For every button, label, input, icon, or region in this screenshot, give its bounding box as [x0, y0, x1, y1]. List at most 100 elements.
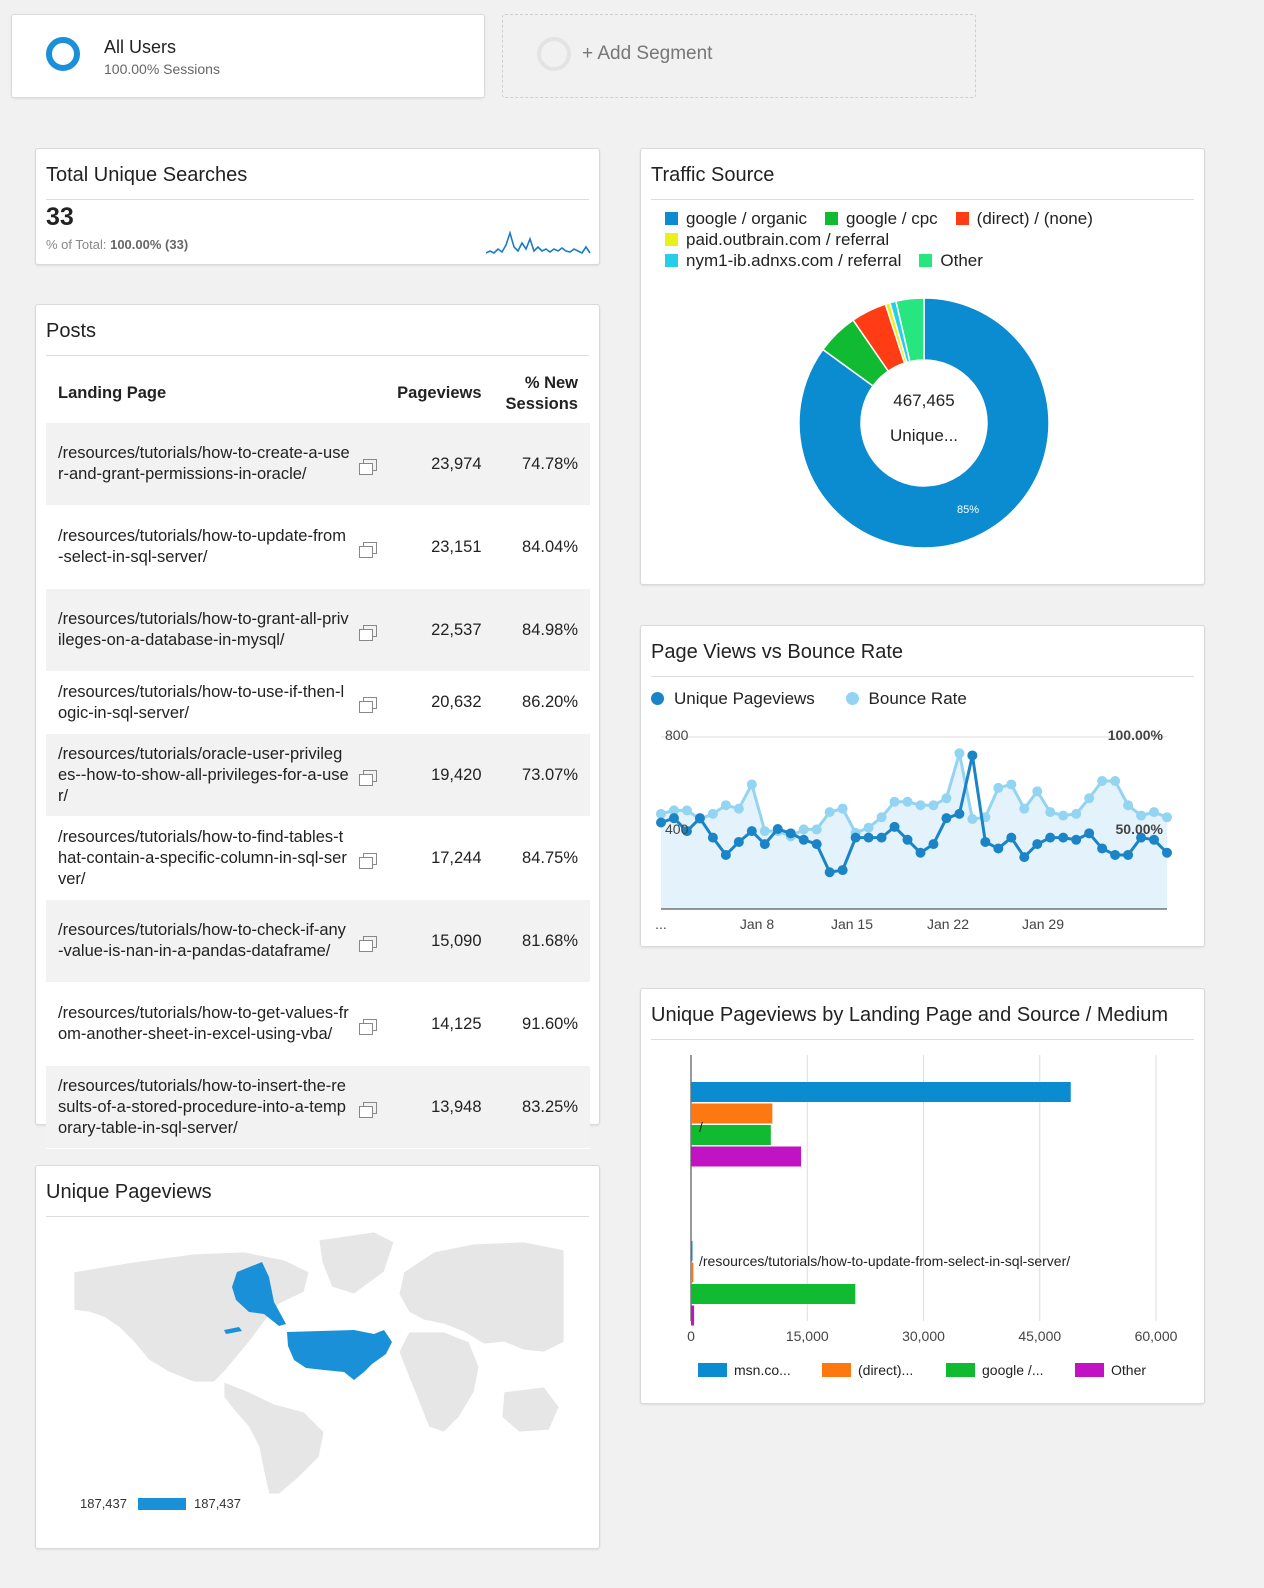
landing-page-link[interactable]: /resources/tutorials/how-to-get-values-f… [46, 982, 364, 1066]
landing-page-link[interactable]: /resources/tutorials/how-to-grant-all-pr… [46, 588, 364, 672]
table-row[interactable]: /resources/tutorials/how-to-find-tables-… [46, 816, 590, 900]
data-point[interactable] [707, 832, 718, 843]
data-point[interactable] [902, 796, 913, 807]
data-point[interactable] [759, 839, 770, 850]
data-point[interactable] [811, 839, 822, 850]
external-link-icon[interactable] [359, 1065, 386, 1149]
data-point[interactable] [1149, 834, 1160, 845]
data-point[interactable] [746, 826, 757, 837]
data-point[interactable] [1019, 852, 1030, 863]
data-point[interactable] [694, 813, 705, 824]
bar[interactable] [691, 1262, 694, 1283]
data-point[interactable] [1162, 847, 1172, 858]
table-row[interactable]: /resources/tutorials/how-to-use-if-then-… [46, 671, 590, 734]
landing-page-link[interactable]: /resources/tutorials/oracle-user-privile… [46, 733, 364, 817]
data-point[interactable] [1045, 832, 1056, 843]
table-row[interactable]: /resources/tutorials/how-to-get-values-f… [46, 982, 590, 1066]
legend-item[interactable]: nym1-ib.adnxs.com / referral [665, 251, 901, 270]
data-point[interactable] [980, 836, 991, 847]
legend-item[interactable]: google / cpc [824, 209, 938, 228]
data-point[interactable] [967, 814, 978, 825]
landing-page-link[interactable]: /resources/tutorials/how-to-insert-the-r… [46, 1065, 364, 1149]
table-row[interactable]: /resources/tutorials/how-to-create-a-use… [46, 422, 590, 506]
external-link-icon[interactable] [359, 671, 386, 734]
data-point[interactable] [1071, 834, 1082, 845]
data-point[interactable] [954, 748, 965, 759]
data-point[interactable] [850, 832, 861, 843]
data-point[interactable] [746, 779, 757, 790]
data-point[interactable] [889, 796, 900, 807]
data-point[interactable] [1032, 786, 1043, 797]
table-row[interactable]: /resources/tutorials/oracle-user-privile… [46, 733, 590, 817]
bar[interactable] [691, 1305, 695, 1326]
data-point[interactable] [707, 808, 718, 819]
legend-unique-pageviews[interactable]: Unique Pageviews [651, 689, 815, 708]
landing-page-link[interactable]: /resources/tutorials/how-to-create-a-use… [46, 422, 364, 506]
external-link-icon[interactable] [359, 422, 386, 506]
bar[interactable] [691, 1125, 771, 1145]
data-point[interactable] [656, 817, 666, 828]
data-point[interactable] [1084, 828, 1095, 839]
data-point[interactable] [1019, 803, 1030, 814]
data-point[interactable] [837, 803, 848, 814]
data-point[interactable] [941, 813, 952, 824]
data-point[interactable] [1058, 810, 1069, 821]
data-point[interactable] [824, 807, 835, 818]
data-point[interactable] [1136, 810, 1147, 821]
data-point[interactable] [798, 824, 809, 835]
table-row[interactable]: /resources/tutorials/how-to-update-from-… [46, 505, 590, 589]
data-point[interactable] [1110, 775, 1121, 786]
data-point[interactable] [1162, 812, 1172, 823]
legend-item[interactable]: (direct) / (none) [955, 209, 1093, 228]
data-point[interactable] [1006, 832, 1017, 843]
legend-label[interactable]: msn.co... [734, 1362, 791, 1378]
table-row[interactable]: /resources/tutorials/how-to-grant-all-pr… [46, 588, 590, 672]
data-point[interactable] [1058, 832, 1069, 843]
data-point[interactable] [1123, 800, 1134, 811]
data-point[interactable] [993, 782, 1004, 793]
data-point[interactable] [1006, 779, 1017, 790]
data-point[interactable] [876, 812, 887, 823]
data-point[interactable] [928, 839, 939, 850]
external-link-icon[interactable] [359, 733, 386, 817]
landing-page-link[interactable]: /resources/tutorials/how-to-update-from-… [46, 505, 364, 589]
data-point[interactable] [1123, 849, 1134, 860]
bar[interactable] [691, 1082, 1071, 1102]
landing-page-link[interactable]: /resources/tutorials/how-to-find-tables-… [46, 816, 364, 900]
bar[interactable] [691, 1146, 802, 1167]
data-point[interactable] [837, 865, 848, 876]
table-row[interactable]: /resources/tutorials/how-to-insert-the-r… [46, 1065, 590, 1149]
data-point[interactable] [668, 813, 679, 824]
bar[interactable] [691, 1103, 773, 1124]
donut-slice[interactable] [798, 297, 1050, 549]
column-header-landing-page[interactable]: Landing Page [58, 384, 167, 402]
data-point[interactable] [1045, 807, 1056, 818]
donut-slice[interactable] [895, 297, 925, 363]
legend-bounce-rate[interactable]: Bounce Rate [845, 689, 967, 708]
table-row[interactable]: /resources/tutorials/how-to-check-if-any… [46, 899, 590, 983]
data-point[interactable] [889, 821, 900, 832]
legend-item[interactable]: paid.outbrain.com / referral [665, 230, 889, 249]
bar[interactable] [691, 1241, 693, 1261]
legend-item[interactable]: Other [919, 251, 983, 270]
data-point[interactable] [759, 826, 770, 837]
column-header-new-sessions[interactable]: % New Sessions [505, 373, 578, 413]
data-point[interactable] [915, 847, 926, 858]
data-point[interactable] [824, 867, 835, 878]
bar[interactable] [691, 1284, 856, 1304]
legend-label[interactable]: google /... [982, 1362, 1044, 1378]
data-point[interactable] [1097, 843, 1108, 854]
data-point[interactable] [1084, 793, 1095, 804]
data-point[interactable] [681, 826, 692, 837]
landing-page-link[interactable]: /resources/tutorials/how-to-use-if-then-… [46, 671, 364, 734]
data-point[interactable] [1071, 808, 1082, 819]
external-link-icon[interactable] [359, 982, 386, 1066]
external-link-icon[interactable] [359, 899, 386, 983]
data-point[interactable] [681, 805, 692, 816]
data-point[interactable] [720, 800, 731, 811]
add-segment-button[interactable]: + Add Segment [502, 14, 976, 98]
data-point[interactable] [941, 793, 952, 804]
data-point[interactable] [928, 800, 939, 811]
column-header-pageviews[interactable]: Pageviews [397, 384, 482, 402]
data-point[interactable] [967, 750, 978, 761]
